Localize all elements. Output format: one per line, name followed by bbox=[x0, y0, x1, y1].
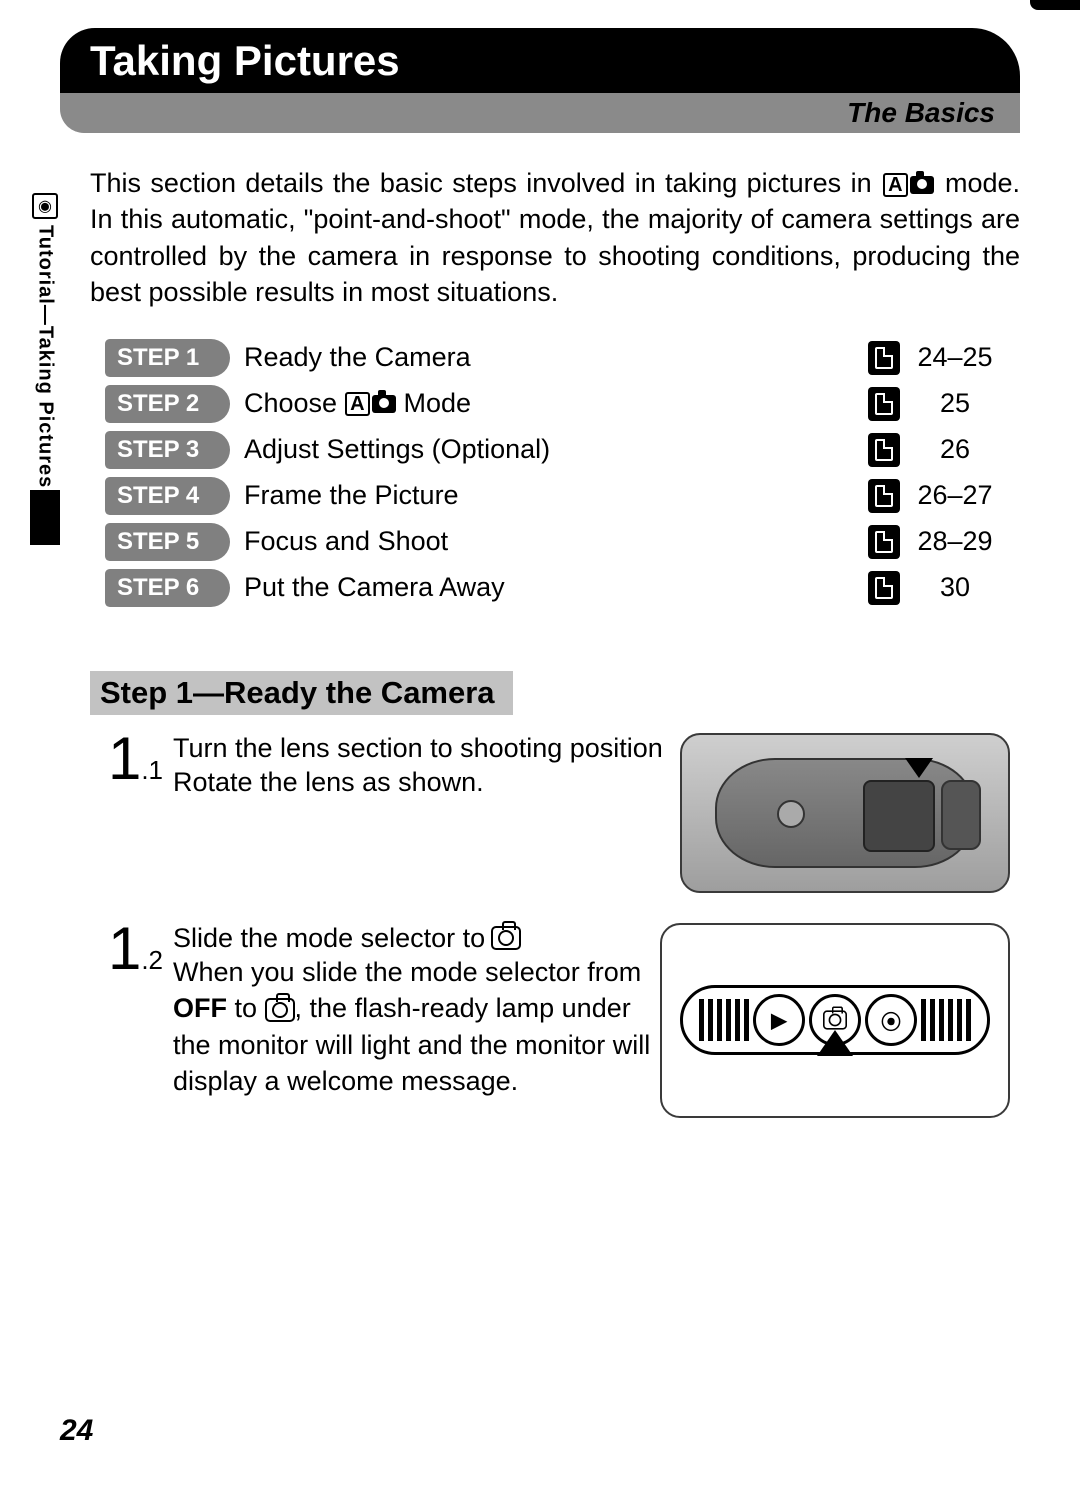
page-ref-icon bbox=[868, 525, 900, 559]
selector-pointer-icon bbox=[817, 1030, 853, 1056]
section-heading: Step 1—Ready the Camera bbox=[90, 671, 513, 715]
step-title: Put the Camera Away bbox=[230, 572, 858, 603]
step-row: STEP 1 Ready the Camera 24–25 bbox=[105, 335, 1010, 381]
page-header: Taking Pictures The Basics bbox=[60, 20, 1020, 110]
step-chip: STEP 4 bbox=[105, 477, 230, 515]
auto-mode-icon: A bbox=[881, 173, 935, 197]
auto-mode-icon: A bbox=[343, 392, 397, 416]
substep-num-dec: .1 bbox=[141, 755, 163, 785]
intro-paragraph: This section details the basic steps inv… bbox=[90, 165, 1020, 311]
step-pages: 25 bbox=[900, 388, 1010, 419]
step-title: Choose A Mode bbox=[230, 388, 858, 419]
page-ref-icon bbox=[868, 571, 900, 605]
substep-num-main: 1 bbox=[108, 915, 141, 982]
step-row: STEP 2 Choose A Mode 25 bbox=[105, 381, 1010, 427]
page-ref-icon bbox=[868, 433, 900, 467]
substep-number: 1.1 bbox=[95, 733, 165, 893]
step-pages: 26–27 bbox=[900, 480, 1010, 511]
substep-desc: When you slide the mode selector from OF… bbox=[173, 954, 652, 1100]
substep-num-main: 1 bbox=[108, 725, 141, 792]
shooting-mode-icon bbox=[265, 998, 295, 1022]
substep-title: Turn the lens section to shooting positi… bbox=[173, 733, 672, 764]
step-row: STEP 6 Put the Camera Away 30 bbox=[105, 565, 1010, 611]
step-pages: 28–29 bbox=[900, 526, 1010, 557]
substep-1-2: 1.2 Slide the mode selector to When you … bbox=[95, 923, 1010, 1118]
step-chip: STEP 1 bbox=[105, 339, 230, 377]
step-title: Ready the Camera bbox=[230, 342, 858, 373]
intro-text-1: This section details the basic steps inv… bbox=[90, 168, 881, 198]
selector-off-icon: ⦿ bbox=[865, 994, 917, 1046]
step-pages: 30 bbox=[900, 572, 1010, 603]
page-ref-icon bbox=[868, 479, 900, 513]
side-label: Tutorial—Taking Pictures bbox=[34, 225, 57, 488]
page-number: 24 bbox=[60, 1414, 93, 1448]
step-chip: STEP 2 bbox=[105, 385, 230, 423]
step-row: STEP 4 Frame the Picture 26–27 bbox=[105, 473, 1010, 519]
substep-title-text: Slide the mode selector to bbox=[173, 923, 485, 954]
page-ref-icon bbox=[868, 387, 900, 421]
substep-number: 1.2 bbox=[95, 923, 165, 1118]
mode-selector-illustration: ▶ ⦿ bbox=[660, 923, 1010, 1118]
camera-outline-icon: ◉ bbox=[32, 193, 58, 219]
side-thumb-marker bbox=[30, 490, 60, 545]
step-chip: STEP 3 bbox=[105, 431, 230, 469]
step-chip: STEP 5 bbox=[105, 523, 230, 561]
substep-desc: Rotate the lens as shown. bbox=[173, 764, 672, 800]
step-row: STEP 3 Adjust Settings (Optional) 26 bbox=[105, 427, 1010, 473]
page-ref-icon bbox=[868, 341, 900, 375]
rotate-arrow-icon bbox=[905, 758, 933, 778]
substep-1-1: 1.1 Turn the lens section to shooting po… bbox=[95, 733, 1010, 893]
page-subtitle: The Basics bbox=[60, 93, 1020, 133]
step-title: Frame the Picture bbox=[230, 480, 858, 511]
step-title: Focus and Shoot bbox=[230, 526, 858, 557]
side-tab: ◉ Tutorial—Taking Pictures bbox=[32, 193, 58, 488]
substep-desc-1: When you slide the mode selector from bbox=[173, 957, 641, 987]
steps-table: STEP 1 Ready the Camera 24–25 STEP 2 Cho… bbox=[105, 335, 1010, 611]
step-chip: STEP 6 bbox=[105, 569, 230, 607]
step-title: Adjust Settings (Optional) bbox=[230, 434, 858, 465]
camera-rotate-illustration bbox=[680, 733, 1010, 893]
substep-desc-2: to bbox=[227, 993, 265, 1023]
shooting-mode-icon bbox=[491, 926, 521, 950]
selector-play-icon: ▶ bbox=[753, 994, 805, 1046]
step-row: STEP 5 Focus and Shoot 28–29 bbox=[105, 519, 1010, 565]
step-pages: 26 bbox=[900, 434, 1010, 465]
step-pages: 24–25 bbox=[900, 342, 1010, 373]
substep-num-dec: .2 bbox=[141, 945, 163, 975]
step-title-post: Mode bbox=[404, 388, 472, 419]
off-label: OFF bbox=[173, 993, 227, 1023]
page-title: Taking Pictures bbox=[60, 28, 1020, 93]
corner-tab bbox=[1030, 0, 1080, 10]
step-title-pre: Choose bbox=[244, 388, 337, 419]
substep-title: Slide the mode selector to bbox=[173, 923, 652, 954]
